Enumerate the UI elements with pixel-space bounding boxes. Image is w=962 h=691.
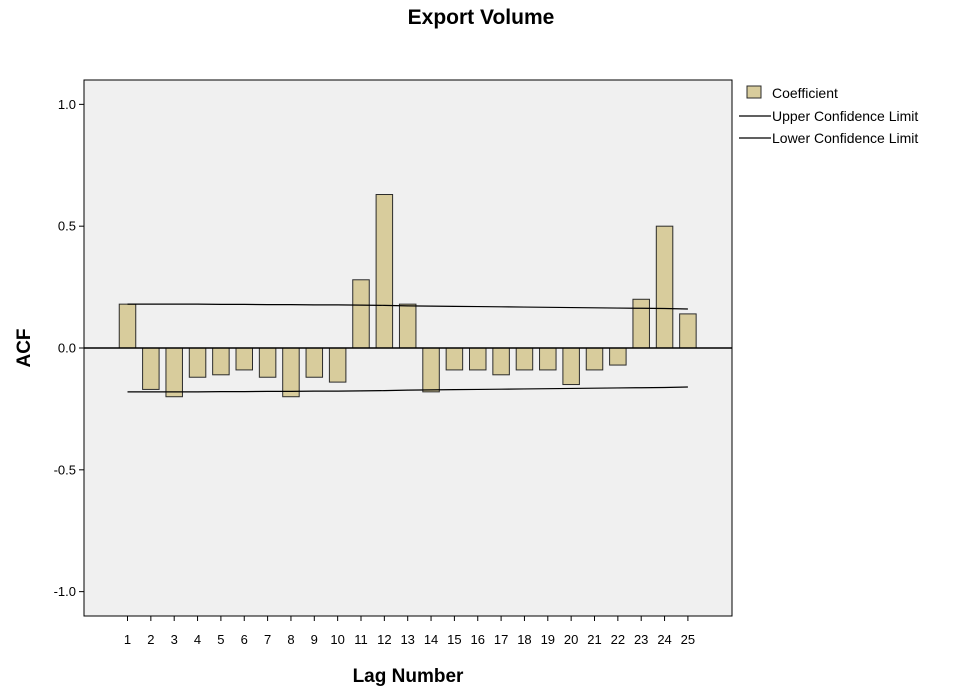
acf-bar bbox=[423, 348, 440, 392]
x-tick-label: 22 bbox=[611, 632, 625, 647]
acf-bar bbox=[470, 348, 487, 370]
acf-bar bbox=[610, 348, 627, 365]
acf-bar bbox=[376, 195, 393, 348]
legend-upper-label: Upper Confidence Limit bbox=[772, 108, 918, 124]
acf-bar bbox=[656, 226, 673, 348]
x-tick-label: 4 bbox=[194, 632, 201, 647]
acf-bar bbox=[329, 348, 346, 382]
y-axis-title: ACF bbox=[14, 328, 35, 367]
x-tick-label: 19 bbox=[541, 632, 555, 647]
x-tick-label: 18 bbox=[517, 632, 531, 647]
acf-bar bbox=[119, 304, 136, 348]
x-tick-label: 23 bbox=[634, 632, 648, 647]
acf-bar bbox=[236, 348, 253, 370]
legend-lower-label: Lower Confidence Limit bbox=[772, 130, 918, 146]
acf-bar bbox=[399, 304, 416, 348]
acf-bar bbox=[586, 348, 603, 370]
acf-bar bbox=[516, 348, 533, 370]
y-tick-label: 1.0 bbox=[58, 97, 76, 112]
x-tick-label: 11 bbox=[354, 632, 368, 647]
x-tick-label: 2 bbox=[147, 632, 154, 647]
y-tick-label: 0.0 bbox=[58, 341, 76, 356]
x-tick-label: 9 bbox=[311, 632, 318, 647]
y-tick-label: 0.5 bbox=[58, 219, 76, 234]
y-tick-label: -1.0 bbox=[54, 584, 76, 599]
x-tick-label: 10 bbox=[330, 632, 344, 647]
x-tick-label: 6 bbox=[241, 632, 248, 647]
x-tick-label: 17 bbox=[494, 632, 508, 647]
x-tick-label: 14 bbox=[424, 632, 438, 647]
y-axis: 1.0 0.5 0.0 -0.5 -1.0 bbox=[54, 97, 84, 599]
x-tick-label: 15 bbox=[447, 632, 461, 647]
acf-bar bbox=[259, 348, 276, 377]
x-tick-label: 20 bbox=[564, 632, 578, 647]
acf-bar bbox=[633, 299, 650, 348]
acf-bar bbox=[306, 348, 323, 377]
x-tick-label: 16 bbox=[471, 632, 485, 647]
acf-bar bbox=[540, 348, 557, 370]
acf-bar bbox=[446, 348, 463, 370]
acf-bar bbox=[213, 348, 230, 375]
x-tick-label: 13 bbox=[400, 632, 414, 647]
legend-coefficient-swatch bbox=[747, 86, 761, 98]
x-axis: 1 2 3 4 5 6 7 8 9 10 11 12 13 14 15 16 17 18 19 20 21 22 23 24 2… bbox=[124, 616, 695, 647]
x-tick-label: 3 bbox=[171, 632, 178, 647]
legend-coefficient-label: Coefficient bbox=[772, 85, 838, 101]
acf-bar bbox=[680, 314, 697, 348]
x-tick-label: 25 bbox=[681, 632, 695, 647]
acf-bar bbox=[493, 348, 510, 375]
y-tick-label: -0.5 bbox=[54, 462, 76, 477]
x-tick-label: 8 bbox=[287, 632, 294, 647]
acf-bar bbox=[353, 280, 370, 348]
acf-bar bbox=[143, 348, 160, 389]
legend: Coefficient Upper Confidence Limit Lower… bbox=[739, 85, 918, 146]
acf-bar bbox=[189, 348, 206, 377]
x-tick-label: 24 bbox=[657, 632, 671, 647]
acf-bar bbox=[563, 348, 580, 385]
acf-bar bbox=[166, 348, 183, 397]
x-tick-label: 5 bbox=[217, 632, 224, 647]
x-tick-label: 7 bbox=[264, 632, 271, 647]
x-tick-label: 12 bbox=[377, 632, 391, 647]
x-tick-label: 21 bbox=[587, 632, 601, 647]
x-axis-title: Lag Number bbox=[353, 666, 464, 687]
x-tick-label: 1 bbox=[124, 632, 131, 647]
acf-bar bbox=[283, 348, 300, 397]
